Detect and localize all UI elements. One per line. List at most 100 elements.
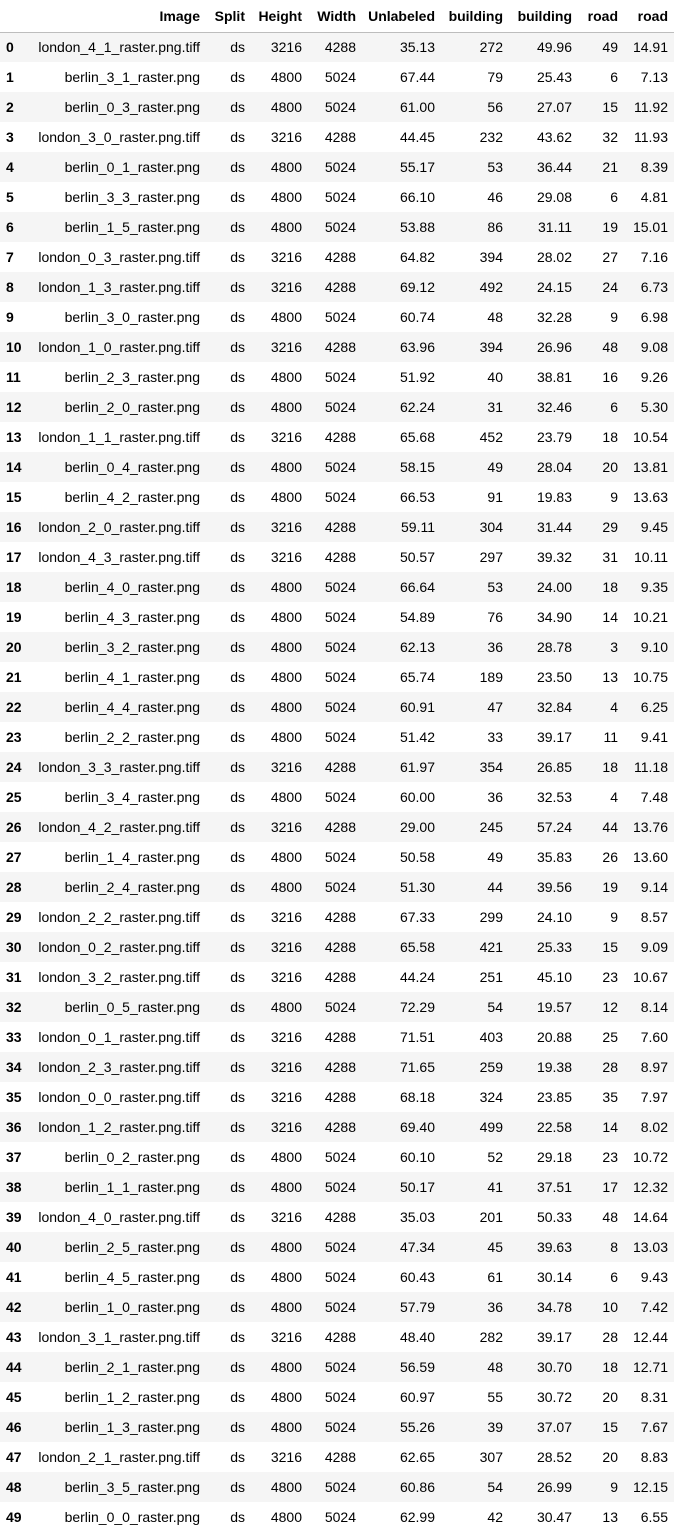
cell-building-pct: 31.44 xyxy=(536,519,572,535)
cell-image: berlin_3_3_raster.png xyxy=(64,189,200,205)
cell-unlabeled: 55.26 xyxy=(399,1419,435,1435)
table-row: 2 berlin_0_3_raster.png ds 4800 5024 61.00 56 2… xyxy=(0,92,674,122)
cell-image: london_4_3_raster.png.tiff xyxy=(38,549,200,565)
cell-unlabeled: 69.40 xyxy=(399,1119,435,1135)
cell-split: ds xyxy=(230,279,245,295)
cell-building-count: 86 xyxy=(487,219,503,235)
row-index: 46 xyxy=(6,1419,22,1435)
cell-height: 4800 xyxy=(270,1419,302,1435)
cell-unlabeled: 71.51 xyxy=(399,1029,435,1045)
cell-building-pct: 45.10 xyxy=(536,969,572,985)
cell-width: 4288 xyxy=(324,549,356,565)
cell-road-pct: 9.08 xyxy=(640,339,668,355)
cell-unlabeled: 72.29 xyxy=(399,999,435,1015)
cell-width: 5024 xyxy=(324,219,356,235)
cell-image: berlin_0_3_raster.png xyxy=(64,99,200,115)
cell-unlabeled: 48.40 xyxy=(399,1329,435,1345)
row-index: 15 xyxy=(6,489,22,505)
row-index: 8 xyxy=(6,279,14,295)
table-row: 24 london_3_3_raster.png.tiff ds 3216 4288 61… xyxy=(0,752,674,782)
cell-building-count: 46 xyxy=(487,189,503,205)
cell-building-pct: 32.28 xyxy=(536,309,572,325)
table-row: 4 berlin_0_1_raster.png ds 4800 5024 55.17 53 3… xyxy=(0,152,674,182)
cell-image: berlin_3_5_raster.png xyxy=(64,1479,200,1495)
cell-road-count: 17 xyxy=(602,1179,618,1195)
cell-building-count: 421 xyxy=(479,939,503,955)
cell-road-count: 20 xyxy=(602,1449,618,1465)
cell-width: 4288 xyxy=(324,909,356,925)
cell-split: ds xyxy=(230,339,245,355)
cell-building-count: 403 xyxy=(479,1029,503,1045)
cell-width: 5024 xyxy=(324,459,356,475)
cell-split: ds xyxy=(230,309,245,325)
cell-unlabeled: 57.79 xyxy=(399,1299,435,1315)
table-row: 38 berlin_1_1_raster.png ds 4800 5024 50.17 41… xyxy=(0,1172,674,1202)
cell-unlabeled: 60.43 xyxy=(399,1269,435,1285)
cell-road-pct: 8.14 xyxy=(640,999,668,1015)
cell-split: ds xyxy=(230,1449,245,1465)
row-index: 43 xyxy=(6,1329,22,1345)
cell-image: berlin_4_2_raster.png xyxy=(64,489,200,505)
cell-building-count: 259 xyxy=(479,1059,503,1075)
cell-building-count: 53 xyxy=(487,579,503,595)
cell-road-pct: 11.18 xyxy=(634,759,668,775)
row-index: 29 xyxy=(6,909,22,925)
cell-building-count: 61 xyxy=(487,1269,503,1285)
cell-unlabeled: 60.86 xyxy=(399,1479,435,1495)
cell-building-count: 272 xyxy=(479,39,503,56)
cell-image: berlin_1_3_raster.png xyxy=(64,1419,200,1435)
cell-road-count: 48 xyxy=(602,1209,618,1225)
cell-building-pct: 32.53 xyxy=(536,789,572,805)
cell-road-pct: 13.03 xyxy=(632,1239,668,1255)
table-row: 40 berlin_2_5_raster.png ds 4800 5024 47.34 45… xyxy=(0,1232,674,1262)
cell-image: london_1_3_raster.png.tiff xyxy=(38,279,200,295)
cell-road-pct: 7.42 xyxy=(640,1299,668,1315)
cell-road-count: 19 xyxy=(602,219,618,235)
cell-unlabeled: 59.11 xyxy=(401,519,435,535)
row-index: 16 xyxy=(6,519,22,535)
row-index: 28 xyxy=(6,879,22,895)
row-index: 11 xyxy=(6,369,21,385)
cell-height: 3216 xyxy=(270,1119,302,1135)
table-row: 8 london_1_3_raster.png.tiff ds 3216 4288 69.… xyxy=(0,272,674,302)
cell-width: 5024 xyxy=(324,1359,356,1375)
cell-building-count: 299 xyxy=(479,909,503,925)
cell-unlabeled: 62.99 xyxy=(399,1509,435,1525)
cell-road-pct: 9.09 xyxy=(640,939,668,955)
row-index: 24 xyxy=(6,759,22,775)
cell-height: 4800 xyxy=(270,849,302,865)
cell-building-count: 297 xyxy=(479,549,503,565)
cell-road-pct: 10.11 xyxy=(634,549,668,565)
cell-building-pct: 31.11 xyxy=(538,219,572,235)
cell-building-count: 52 xyxy=(487,1149,503,1165)
cell-building-pct: 26.99 xyxy=(536,1479,572,1495)
cell-road-pct: 13.81 xyxy=(632,459,668,475)
cell-road-pct: 6.25 xyxy=(640,699,668,715)
cell-split: ds xyxy=(230,1089,245,1105)
cell-split: ds xyxy=(230,1209,245,1225)
row-index: 3 xyxy=(6,129,14,145)
cell-road-pct: 13.76 xyxy=(632,819,668,835)
cell-building-pct: 26.96 xyxy=(536,339,572,355)
cell-road-count: 13 xyxy=(602,1509,618,1525)
cell-image: berlin_0_1_raster.png xyxy=(64,159,200,175)
row-index: 47 xyxy=(6,1449,22,1465)
cell-split: ds xyxy=(230,1479,245,1495)
cell-image: berlin_3_1_raster.png xyxy=(64,69,200,85)
table-row: 5 berlin_3_3_raster.png ds 4800 5024 66.10 46 2… xyxy=(0,182,674,212)
header-index xyxy=(0,0,32,33)
cell-building-pct: 38.81 xyxy=(536,369,572,385)
cell-unlabeled: 60.10 xyxy=(399,1149,435,1165)
cell-road-count: 28 xyxy=(602,1059,618,1075)
cell-building-pct: 30.72 xyxy=(536,1389,572,1405)
cell-image: london_3_0_raster.png.tiff xyxy=(38,129,200,145)
cell-building-pct: 24.15 xyxy=(536,279,572,295)
cell-split: ds xyxy=(230,1329,245,1345)
cell-unlabeled: 63.96 xyxy=(399,339,435,355)
cell-road-pct: 12.71 xyxy=(632,1359,668,1375)
cell-road-pct: 11.93 xyxy=(634,129,668,145)
cell-height: 4800 xyxy=(270,159,302,175)
cell-building-count: 201 xyxy=(479,1209,503,1225)
cell-building-pct: 32.84 xyxy=(536,699,572,715)
cell-unlabeled: 35.13 xyxy=(399,39,435,56)
